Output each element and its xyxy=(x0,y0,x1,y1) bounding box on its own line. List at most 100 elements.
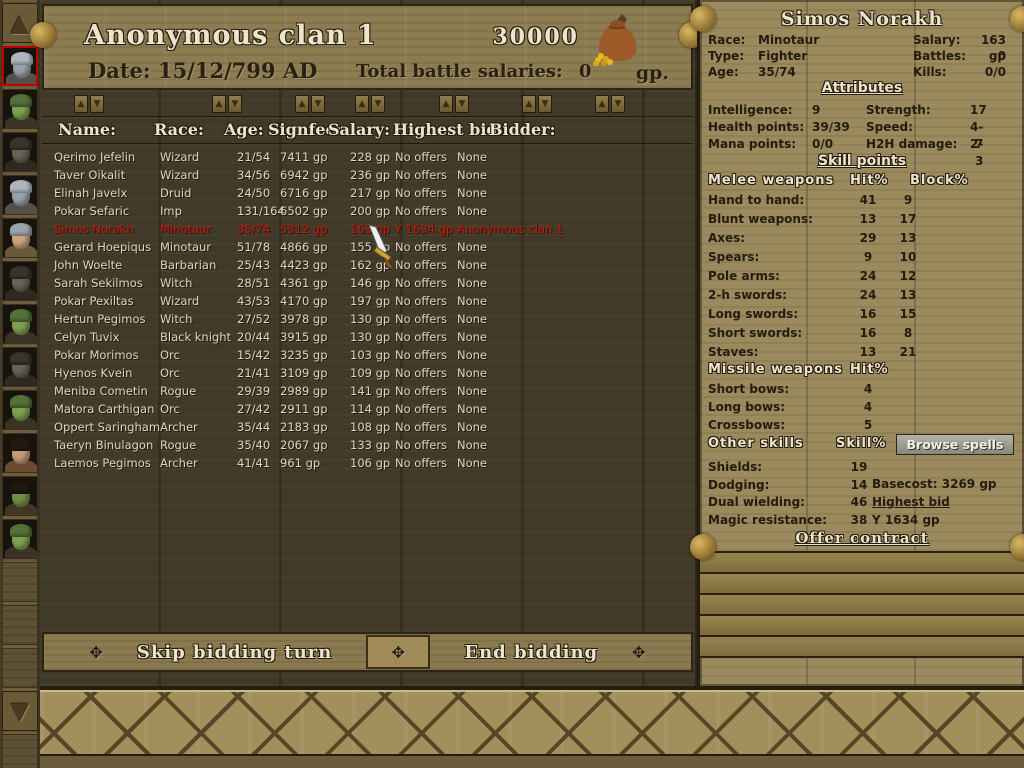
sort-descending-button[interactable]: ▼ xyxy=(228,95,242,113)
cell-salary: 155 gp xyxy=(350,240,391,254)
offer-contract-link[interactable]: Offer contract xyxy=(795,529,929,547)
cell-bidder: None xyxy=(457,312,488,326)
sort-descending-button[interactable]: ▼ xyxy=(455,95,469,113)
cell-signfee: 2911 gp xyxy=(280,402,328,416)
gladiator-portrait[interactable] xyxy=(2,476,38,516)
sort-descending-button[interactable]: ▼ xyxy=(371,95,385,113)
gladiator-portrait[interactable] xyxy=(2,347,38,387)
gladiator-row[interactable]: Gerard Hoepiqus Minotaur 51/78 4866 gp 1… xyxy=(42,238,693,256)
end-bidding-button[interactable]: End bidding xyxy=(464,641,599,663)
highest-bid-link[interactable]: Highest bid xyxy=(872,495,950,509)
gladiator-portrait[interactable] xyxy=(2,175,38,215)
sort-ascending-button[interactable]: ▲ xyxy=(522,95,536,113)
column-header-race: Race: xyxy=(154,120,204,139)
gladiator-row[interactable]: Sarah Sekilmos Witch 28/51 4361 gp 146 g… xyxy=(42,274,693,292)
empty-roster-slot xyxy=(2,648,38,688)
scroll-up-button[interactable]: ▲ xyxy=(2,3,38,43)
melee-hit-value: 13 xyxy=(859,212,877,226)
column-header-name: Name: xyxy=(58,120,117,139)
cell-name: Qerimo Jefelin xyxy=(54,150,136,164)
missile-hit-value: 5 xyxy=(863,418,873,432)
sort-ascending-button[interactable]: ▲ xyxy=(355,95,369,113)
gladiator-portrait[interactable] xyxy=(2,46,38,86)
gladiator-row[interactable]: Meniba Cometin Rogue 29/39 2989 gp 141 g… xyxy=(42,382,693,400)
gladiator-portrait[interactable] xyxy=(2,519,38,559)
gladiator-portrait[interactable] xyxy=(2,390,38,430)
attribute-label: Speed: xyxy=(866,120,913,134)
other-skill-row: Dual wielding: 46 xyxy=(700,494,1024,512)
contract-option[interactable] xyxy=(700,595,1024,616)
gladiator-portrait[interactable] xyxy=(2,433,38,473)
cell-bidder: None xyxy=(457,330,488,344)
cell-signfee: 5312 gp xyxy=(280,222,328,236)
brass-ornament xyxy=(1010,6,1024,32)
sort-ascending-button[interactable]: ▲ xyxy=(295,95,309,113)
contract-option[interactable] xyxy=(700,616,1024,637)
cell-signfee: 6502 gp xyxy=(280,204,328,218)
sort-ascending-button[interactable]: ▲ xyxy=(74,95,88,113)
scroll-down-button[interactable]: ▼ xyxy=(2,691,38,731)
cell-highest-bid: No offers xyxy=(395,384,448,398)
skip-bidding-turn-button[interactable]: Skip bidding turn xyxy=(136,641,333,663)
gladiator-row[interactable]: Pokar Morimos Orc 15/42 3235 gp 103 gp N… xyxy=(42,346,693,364)
sort-descending-button[interactable]: ▼ xyxy=(538,95,552,113)
gladiator-portrait[interactable] xyxy=(2,132,38,172)
melee-hit-value: 16 xyxy=(859,326,877,340)
cell-salary: 103 gp xyxy=(350,348,391,362)
gladiator-row[interactable]: Qerimo Jefelin Wizard 21/54 7411 gp 228 … xyxy=(42,148,693,166)
decorative-border-band xyxy=(40,686,1024,768)
cell-race: Wizard xyxy=(160,294,200,308)
cell-name: Gerard Hoepiqus xyxy=(54,240,152,254)
table-column-headers: Name: Race: Age: Signfee: Salary: Highes… xyxy=(42,117,693,144)
cell-name: Hertun Pegimos xyxy=(54,312,146,326)
gladiator-row[interactable]: Matora Carthigan Orc 27/42 2911 gp 114 g… xyxy=(42,400,693,418)
column-header-signfee: Signfee: xyxy=(268,120,342,139)
melee-skill-label: Pole arms: xyxy=(708,269,780,283)
melee-skill-label: Axes: xyxy=(708,231,746,245)
other-skill-row: Shields: 19 xyxy=(700,459,1024,477)
gladiator-row[interactable]: Laemos Pegimos Archer 41/41 961 gp 106 g… xyxy=(42,454,693,472)
cell-race: Witch xyxy=(160,276,193,290)
browse-spells-button[interactable]: Browse spells xyxy=(896,434,1014,455)
contract-option[interactable] xyxy=(700,637,1024,658)
gladiator-row[interactable]: Oppert Saringham Archer 35/44 2183 gp 10… xyxy=(42,418,693,436)
sort-descending-button[interactable]: ▼ xyxy=(311,95,325,113)
gladiator-row[interactable]: Celyn Tuvix Black knight 20/44 3915 gp 1… xyxy=(42,328,693,346)
other-skill-row: Magic resistance: 38 xyxy=(700,512,1024,530)
cell-bidder: None xyxy=(457,150,488,164)
column-header-highest-bid: Highest bid: xyxy=(393,120,504,139)
gladiator-row[interactable]: Hyenos Kvein Orc 21/41 3109 gp 109 gp No… xyxy=(42,364,693,382)
gladiator-row[interactable]: John Woelte Barbarian 25/43 4423 gp 162 … xyxy=(42,256,693,274)
sort-ascending-button[interactable]: ▲ xyxy=(595,95,609,113)
cell-age: 43/53 xyxy=(237,294,271,308)
cell-signfee: 7411 gp xyxy=(280,150,328,164)
melee-skill-label: Blunt weapons: xyxy=(708,212,813,226)
melee-block-value: 17 xyxy=(899,212,917,226)
contract-option[interactable] xyxy=(700,574,1024,595)
gladiator-portrait[interactable] xyxy=(2,218,38,258)
gladiator-row[interactable]: Taeryn Binulagon Rogue 35/40 2067 gp 133… xyxy=(42,436,693,454)
gladiator-row[interactable]: Pokar Pexiltas Wizard 43/53 4170 gp 197 … xyxy=(42,292,693,310)
gladiator-row[interactable]: Elinah Javelx Druid 24/50 6716 gp 217 gp… xyxy=(42,184,693,202)
gladiator-row[interactable]: Simos Norakh Minotaur 35/74 5312 gp 163 … xyxy=(42,220,693,238)
cell-race: Witch xyxy=(160,312,193,326)
melee-skill-row: 2-h swords: 24 13 xyxy=(700,286,1024,305)
gladiator-row[interactable]: Hertun Pegimos Witch 27/52 3978 gp 130 g… xyxy=(42,310,693,328)
gladiator-row[interactable]: Taver Oikalit Wizard 34/56 6942 gp 236 g… xyxy=(42,166,693,184)
cell-name: Simos Norakh xyxy=(54,222,134,236)
gladiator-row[interactable]: Pokar Sefaric Imp 131/164 6502 gp 200 gp… xyxy=(42,202,693,220)
sort-button-pair: ▲ ▼ xyxy=(74,95,104,113)
gladiator-portrait[interactable] xyxy=(2,261,38,301)
contract-option[interactable] xyxy=(700,553,1024,574)
attribute-label: H2H damage: xyxy=(866,137,958,151)
sort-up-icon: ▲ xyxy=(77,98,85,109)
sort-ascending-button[interactable]: ▲ xyxy=(439,95,453,113)
brass-ornament xyxy=(1010,534,1024,560)
sort-descending-button[interactable]: ▼ xyxy=(90,95,104,113)
gladiator-portrait[interactable] xyxy=(2,89,38,129)
basecost-line: Basecost: 3269 gp xyxy=(872,477,997,491)
sort-descending-button[interactable]: ▼ xyxy=(611,95,625,113)
gladiator-portrait[interactable] xyxy=(2,304,38,344)
cell-age: 15/42 xyxy=(237,348,271,362)
sort-ascending-button[interactable]: ▲ xyxy=(212,95,226,113)
